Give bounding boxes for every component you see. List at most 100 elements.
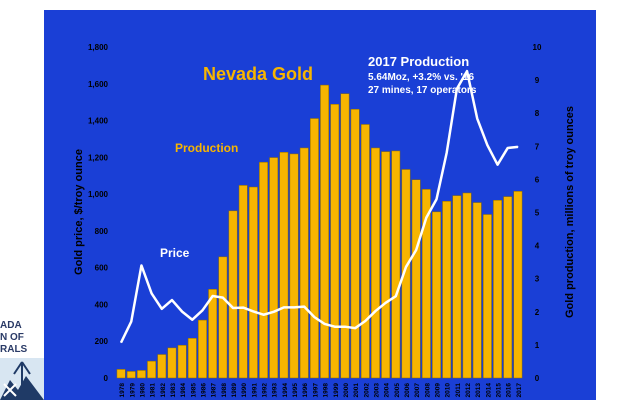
price-point-2012 — [466, 70, 468, 72]
x-tick-label: 2013 — [475, 383, 482, 398]
logo-text-line3: RALS — [0, 344, 28, 355]
x-tick-label: 1993 — [272, 383, 279, 398]
production-bar-1986 — [198, 319, 207, 379]
production-bar-1997 — [309, 118, 319, 379]
price-point-1993 — [273, 311, 275, 313]
x-tick-label: 2017 — [516, 383, 523, 398]
price-point-2008 — [425, 217, 427, 219]
production-bar-2009 — [432, 211, 441, 379]
x-tick-label: 2001 — [353, 383, 360, 398]
price-point-2016 — [507, 147, 509, 149]
production-bar-1993 — [269, 157, 279, 379]
price-point-1999 — [334, 326, 336, 328]
production-bar-2002 — [360, 124, 370, 379]
x-tick-label: 1997 — [312, 383, 319, 398]
price-point-2002 — [364, 320, 366, 322]
x-tick-label: 2002 — [363, 383, 370, 398]
y-left-tick-label: 1,200 — [88, 153, 109, 162]
production-bar-1989 — [228, 210, 238, 379]
price-point-2013 — [476, 117, 478, 120]
x-tick-label: 2011 — [455, 383, 462, 397]
production-bar-2007 — [411, 179, 421, 379]
y-right-tick-label: 5 — [535, 209, 540, 218]
price-point-2009 — [435, 198, 438, 200]
production-bar-2014 — [482, 214, 492, 379]
price-point-1995 — [293, 306, 295, 308]
price-point-1990 — [242, 306, 244, 309]
y-left-tick-label: 600 — [95, 264, 109, 273]
x-tick-label: 1995 — [292, 383, 299, 398]
y-right-tick-label: 6 — [535, 175, 540, 184]
production-series-label: Production — [175, 141, 238, 155]
production-bar-2011 — [452, 195, 462, 379]
production-bar-1979 — [126, 371, 136, 379]
logo-text-line1: ADA — [0, 320, 22, 331]
x-tick-label: 2016 — [506, 383, 513, 398]
x-tick-label: 1996 — [302, 383, 309, 398]
price-point-2015 — [496, 164, 499, 166]
x-tick-label: 2010 — [445, 383, 452, 398]
price-point-2000 — [344, 326, 346, 328]
chart-title: Nevada Gold — [203, 64, 313, 84]
left-axis: 0 200 400 600 800 1,000 1,200 1,400 1,600 1,800 — [88, 43, 109, 383]
production-bar-2000 — [340, 93, 350, 379]
production-bar-1978 — [116, 369, 126, 379]
production-bar-1980 — [137, 370, 146, 379]
x-tick-label: 1992 — [262, 383, 269, 398]
y-left-tick-label: 1,400 — [88, 117, 109, 126]
price-point-2014 — [486, 144, 488, 146]
price-point-1978 — [120, 341, 122, 344]
price-point-2011 — [456, 88, 458, 90]
x-tick-label: 2015 — [496, 383, 503, 398]
price-point-1979 — [130, 320, 132, 323]
production-bar-2004 — [381, 151, 391, 379]
price-point-2004 — [385, 302, 387, 304]
x-tick-label: 2004 — [384, 383, 391, 398]
y-axis-left-label: Gold price, $/troy ounce — [73, 149, 85, 275]
production-bar-2006 — [401, 169, 411, 379]
price-point-2005 — [395, 295, 397, 297]
y-right-tick-label: 10 — [533, 43, 542, 52]
y-right-tick-label: 7 — [535, 142, 540, 151]
price-point-1983 — [171, 299, 173, 301]
x-tick-label: 2005 — [394, 383, 401, 398]
y-axis-right-label: Gold production, millions of troy ounces — [564, 106, 576, 318]
y-left-tick-label: 1,600 — [88, 80, 109, 89]
production-bar-2001 — [350, 108, 360, 379]
production-summary-line2: 27 mines, 17 operators — [368, 85, 477, 96]
x-tick-label: 1979 — [129, 383, 136, 398]
production-bar-1998 — [320, 84, 330, 379]
price-point-2010 — [446, 152, 448, 154]
y-right-tick-label: 2 — [535, 308, 540, 317]
production-bar-1992 — [259, 161, 268, 379]
production-bar-2012 — [462, 192, 472, 379]
x-tick-label: 2006 — [404, 383, 411, 398]
logo: ADA N OF RALS — [0, 298, 44, 400]
x-tick-label: 2007 — [414, 383, 421, 398]
price-point-1988 — [222, 297, 224, 299]
price-point-2007 — [415, 249, 417, 251]
x-tick-label: 2000 — [343, 383, 350, 398]
price-point-1994 — [283, 306, 285, 308]
right-axis: 0 1 2 3 4 5 6 7 8 9 10 — [533, 43, 542, 383]
y-left-tick-label: 200 — [95, 337, 109, 346]
price-point-2017 — [517, 146, 519, 148]
x-tick-label: 2009 — [435, 383, 442, 398]
price-point-1987 — [212, 295, 214, 297]
production-bar-1996 — [299, 147, 309, 379]
production-bar-1984 — [177, 344, 187, 379]
x-tick-label: 1987 — [211, 383, 218, 398]
logo-text-line2: N OF — [0, 332, 24, 343]
price-point-1984 — [181, 311, 183, 313]
production-summary-title: 2017 Production — [368, 54, 469, 69]
x-tick-label: 1988 — [221, 383, 228, 398]
x-tick-label: 1986 — [200, 383, 207, 398]
x-tick-label: 1983 — [170, 383, 177, 398]
price-point-2001 — [354, 327, 356, 329]
x-tick-label: 1991 — [251, 383, 258, 398]
production-bar-2003 — [371, 147, 380, 379]
x-tick-label: 1990 — [241, 383, 248, 398]
x-tick-label: 1984 — [180, 383, 187, 398]
production-bar-2016 — [503, 196, 513, 379]
production-bar-1990 — [238, 185, 248, 379]
